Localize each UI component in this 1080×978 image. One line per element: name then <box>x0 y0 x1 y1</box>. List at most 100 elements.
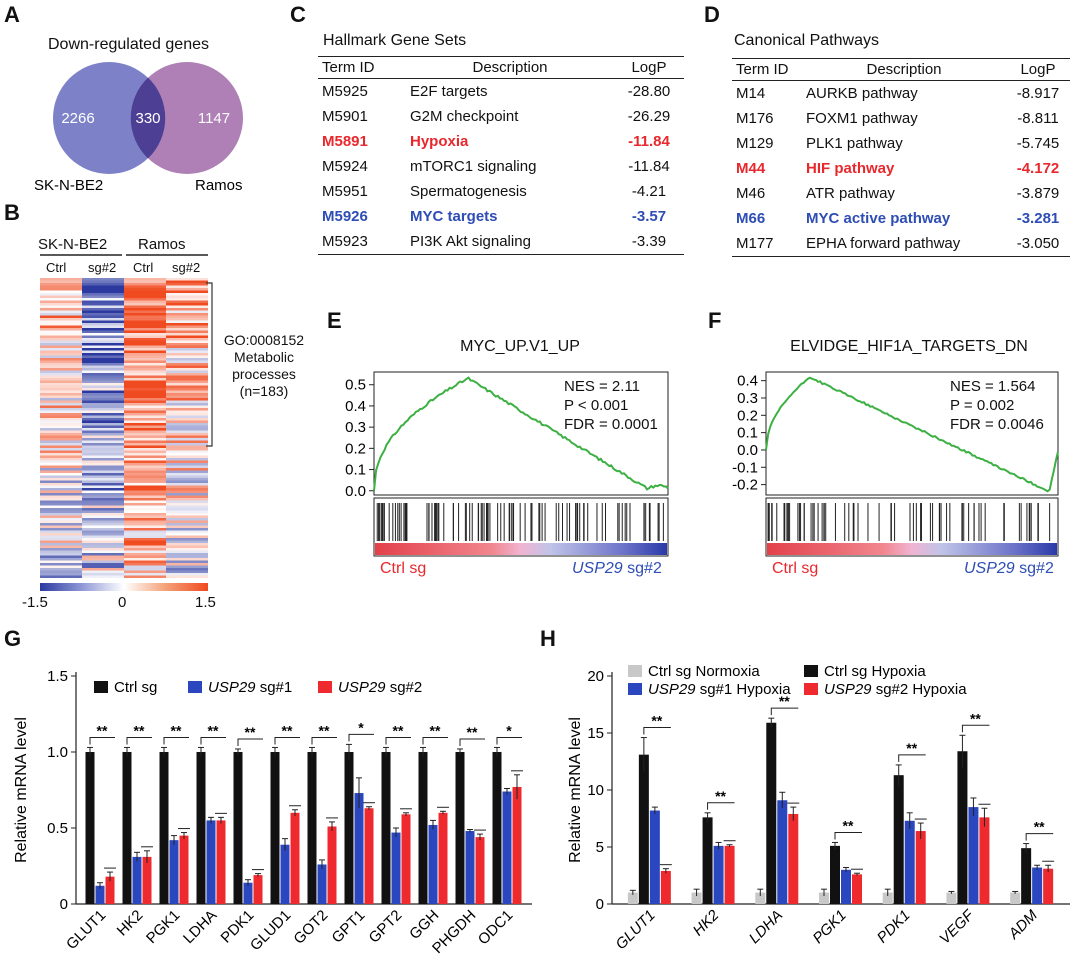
heatmap-cell <box>166 515 208 519</box>
heatmap-cell <box>166 353 208 356</box>
bar <box>702 817 713 904</box>
heatmap-cell <box>40 548 83 551</box>
heatmap-cell <box>166 535 208 539</box>
hallmark-row: M5926 MYC targets -3.57 <box>318 204 684 229</box>
heatmap-cell <box>82 560 125 564</box>
heatmap-cell <box>82 460 125 464</box>
hallmark-title: Hallmark Gene Sets <box>323 32 467 49</box>
heatmap-cell <box>82 365 125 369</box>
bar <box>475 837 485 904</box>
term-description: PLK1 pathway <box>806 135 903 152</box>
heatmap-cell <box>124 350 167 354</box>
heatmap-cell <box>82 358 125 361</box>
heatmap-cell <box>166 398 208 401</box>
heatmap-cell <box>40 423 83 426</box>
heatmap-cell <box>166 395 208 399</box>
significance-bracket <box>348 733 374 742</box>
heatmap-cell <box>82 310 125 314</box>
heatmap-cell <box>82 328 125 331</box>
heatmap-cell <box>166 543 208 546</box>
legend-label-suffix: sg#1 Hypoxia <box>696 681 792 698</box>
bar-chart-h: 0 5 10 15 20 Relative mRNA level ** GLUT1 ** HK2 *… <box>567 663 1070 953</box>
gsea-frame <box>765 371 1059 496</box>
heatmap-cell <box>82 478 125 481</box>
heatmap-cell <box>166 420 208 424</box>
heatmap <box>40 278 208 578</box>
heatmap-cell <box>166 425 208 429</box>
heatmap-cell <box>124 445 167 449</box>
heatmap-cell <box>166 540 208 544</box>
heatmap-cell <box>82 513 125 516</box>
heatmap-cell <box>82 375 125 379</box>
y-tick-label: -0.2 <box>732 477 758 494</box>
heatmap-cell <box>82 398 125 401</box>
bar <box>649 810 660 904</box>
heatmap-cell <box>40 278 83 281</box>
heatmap-cell <box>82 528 125 531</box>
heatmap-cell <box>40 445 83 449</box>
heatmap-cell <box>166 410 208 414</box>
bar <box>307 752 317 904</box>
heatmap-cell <box>40 453 83 456</box>
heatmap-cell <box>166 330 208 334</box>
significance-marker: ** <box>245 724 256 740</box>
bar <box>206 820 216 904</box>
term-id: M5923 <box>322 233 368 250</box>
y-tick-label: 0 <box>60 896 68 913</box>
heatmap-cell <box>166 460 208 464</box>
term-logp: -3.050 <box>1016 235 1060 252</box>
heatmap-cell <box>124 455 167 459</box>
heatmap-cell <box>40 378 83 381</box>
heatmap-cell <box>40 513 83 516</box>
heatmap-cell <box>40 568 83 571</box>
heatmap-cell <box>40 438 83 441</box>
category-label: ODC1 <box>475 907 516 948</box>
bar <box>502 791 512 904</box>
heatmap-cell <box>124 370 167 374</box>
heatmap-cell <box>166 375 208 379</box>
significance-bracket <box>898 754 926 762</box>
significance-bracket <box>311 736 337 745</box>
y-tick-label: 10 <box>587 782 604 799</box>
heatmap-cell <box>166 465 208 469</box>
hallmark-header-row: Term ID Description LogP <box>318 56 684 79</box>
heatmap-cell <box>82 348 125 351</box>
heatmap-cell <box>82 338 125 341</box>
heatmap-cell <box>82 350 125 354</box>
bar <box>777 800 788 904</box>
heatmap-cell <box>166 470 208 474</box>
heatmap-cell <box>124 540 167 544</box>
term-description: HIF pathway <box>806 160 895 177</box>
heatmap-cell <box>82 305 125 309</box>
canonical-header-desc: Description <box>866 61 942 78</box>
bar <box>401 814 411 904</box>
canonical-table: Term ID Description LogP M14 AURKB pathwa… <box>732 58 1070 257</box>
heatmap-cell <box>124 408 167 411</box>
significance-bracket <box>834 831 862 840</box>
heatmap-cell <box>82 538 125 541</box>
heatmap-cell <box>82 550 125 554</box>
term-description: E2F targets <box>410 83 488 100</box>
legend-label: USP29 sg#1 <box>208 679 292 696</box>
heatmap-cell <box>40 515 83 519</box>
heatmap-cell <box>166 408 208 411</box>
heatmap-cell <box>40 448 83 451</box>
significance-marker: ** <box>134 722 145 738</box>
heatmap-cell <box>82 525 125 529</box>
heatmap-cell <box>82 373 125 376</box>
heatmap-cell <box>166 283 208 286</box>
heatmap-cell <box>40 315 83 319</box>
heatmap-cell <box>124 333 167 336</box>
heatmap-cell <box>40 285 83 289</box>
heatmap-cell <box>124 400 167 404</box>
heatmap-cell <box>40 508 83 511</box>
heatmap-cell <box>166 565 208 569</box>
heatmap-cell <box>82 345 125 349</box>
heatmap-cell <box>40 493 83 496</box>
term-logp: -4.172 <box>1016 160 1060 177</box>
heatmap-cell <box>166 323 208 326</box>
heatmap-cell <box>82 540 125 544</box>
heatmap-cell <box>124 568 167 571</box>
y-tick-label: 0.5 <box>345 377 366 394</box>
significance-marker: ** <box>779 693 790 709</box>
